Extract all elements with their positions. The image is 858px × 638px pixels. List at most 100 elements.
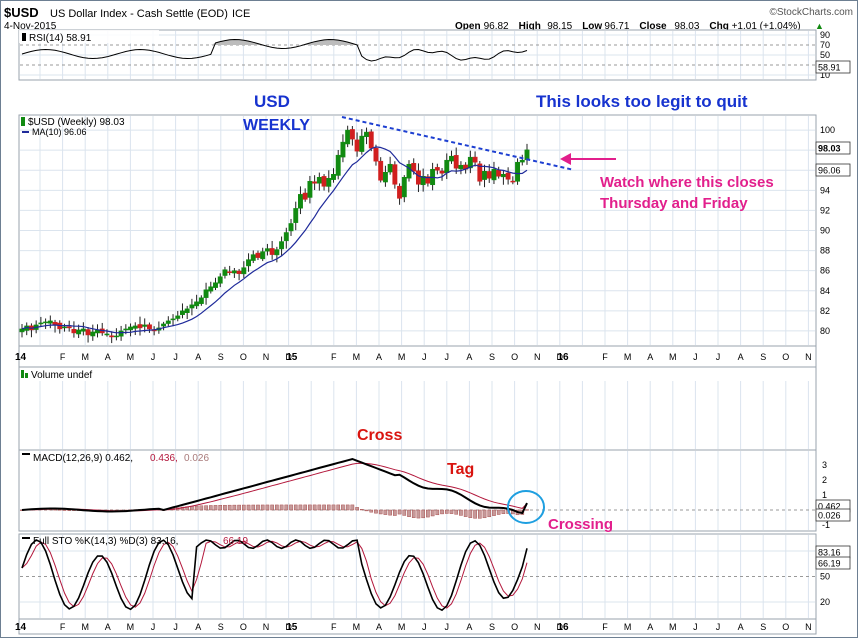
x-tick-label: A (466, 352, 472, 362)
candle-body (510, 180, 516, 183)
candle-body (368, 131, 374, 149)
x-tick-label: M (127, 352, 135, 362)
candle-body (321, 176, 327, 187)
candle-body (458, 164, 464, 170)
candle-body (283, 232, 289, 242)
annotation-watch-2: Thursday and Friday (600, 195, 748, 212)
x-tick-label: J (693, 622, 698, 632)
sto-d-value-label-box (815, 556, 851, 570)
x-tick-label: M (398, 352, 406, 362)
candle-body (203, 289, 209, 298)
x-tick-label: O (240, 622, 247, 632)
macd-hist-bar (383, 509, 388, 515)
rsi-tick: 50 (820, 50, 830, 60)
x-tick-label: F (602, 622, 608, 632)
candle-body (298, 194, 303, 209)
macd-hist-bar (388, 509, 392, 516)
trendline (341, 116, 575, 171)
price-tick: 88 (820, 246, 830, 256)
candle-body (184, 308, 190, 314)
chg-up-arrow: ▲ (815, 21, 824, 31)
candle-body (104, 333, 110, 336)
macd-hist-bar (227, 504, 232, 511)
annotation-legit: This looks too legit to quit (536, 92, 748, 111)
annotation-watch-1: Watch where this closes (600, 174, 774, 191)
candle-body (505, 172, 511, 180)
ohlc-value: 96.71 (604, 21, 629, 32)
x-tick-label: M (353, 352, 361, 362)
macd-hist-bar (293, 504, 298, 511)
macd-tick: 1 (822, 490, 827, 500)
x-tick-label: O (511, 622, 518, 632)
candle-body (90, 331, 96, 337)
candle-body (425, 176, 431, 184)
macd-hist-bar (421, 509, 425, 519)
macd-hist-bar (204, 505, 208, 511)
sto-d-legend: 66.19 (223, 536, 248, 547)
x-tick-label: F (602, 352, 608, 362)
x-tick-label: O (782, 352, 789, 362)
x-tick-label: M (624, 622, 632, 632)
candle-body (340, 141, 346, 158)
candle-body (260, 251, 266, 260)
rsi-legend: RSI(14) 58.91 (29, 33, 92, 44)
price-legend: $USD (Weekly) 98.03 (28, 117, 125, 128)
candle-body (222, 269, 228, 276)
macd-hist-bar (260, 504, 265, 511)
sto-legend: Full STO %K(14,3) %D(3) 83.16, (33, 536, 178, 547)
ohlc-label: Low (582, 21, 602, 32)
macd-hist-bar (303, 504, 307, 511)
macd-hist-bar (492, 509, 496, 516)
candle-body (312, 181, 318, 184)
rsi-tick: 10 (820, 70, 830, 80)
macd-hist-bar (478, 509, 482, 519)
macd-hist-bar (454, 509, 459, 515)
candle-body (335, 154, 341, 176)
macd-legend: MACD(12,26,9) 0.462, (33, 453, 133, 464)
stochastic-d-line (21, 540, 528, 609)
x-tick-label: F (331, 352, 337, 362)
annotation-crossing: Crossing (548, 516, 613, 533)
annotation-weekly: WEEKLY (243, 117, 310, 134)
candle-body (326, 178, 332, 187)
candle-body (482, 170, 487, 180)
candle-body (198, 297, 204, 304)
candle-body (71, 328, 77, 334)
macd-hist-bar (270, 504, 274, 511)
macd-hist-bar (525, 509, 529, 511)
x-tick-label: O (240, 352, 247, 362)
x-tick-label: D (557, 352, 564, 362)
ma-value-label-box (815, 163, 851, 177)
sto-tick: 20 (820, 597, 830, 607)
x-axis-price: 14 F M A M J J A S O N D15 F M A M J J A S O N D16 F M A M J J A S O N (15, 352, 812, 363)
candle-body (420, 176, 426, 186)
macd-hist-bar (242, 504, 246, 511)
candle-body (231, 270, 237, 274)
rsi-value-label-box (815, 60, 851, 74)
candle-body (194, 301, 200, 307)
candle-body (500, 174, 506, 178)
x-tick-label: J (716, 622, 721, 632)
candle-body (467, 156, 473, 169)
x-tick-label: N (805, 622, 812, 632)
x-tick-label: M (127, 622, 135, 632)
stochastic-k-line (21, 538, 528, 612)
ohlc-value: 98.15 (547, 21, 572, 32)
x-tick-label: O (511, 352, 518, 362)
candle-body (472, 156, 478, 163)
candle-body (519, 159, 525, 163)
x-tick-label: A (647, 352, 653, 362)
x-tick-label: J (716, 352, 721, 362)
candle-body (449, 155, 454, 162)
x-axis-strip (18, 345, 817, 368)
candle-body (387, 163, 393, 173)
macd-hist-bar (279, 504, 284, 511)
candle-body (165, 320, 171, 324)
x-tick-label: N (534, 352, 541, 362)
candle-body (62, 326, 67, 329)
x-tick-label: A (376, 622, 382, 632)
candle-body (132, 325, 138, 329)
candle-body (170, 318, 176, 321)
macd-hist-bar (298, 504, 303, 511)
macd-hist-bar (237, 504, 241, 511)
